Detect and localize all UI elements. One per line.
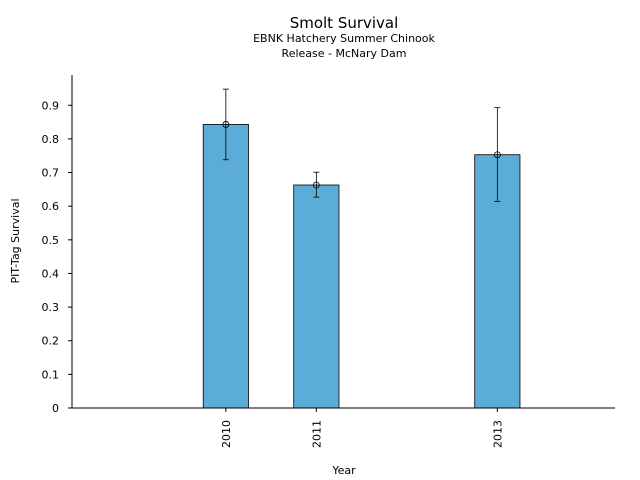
point-marker-2013 (493, 151, 501, 159)
point-marker-2010 (222, 121, 230, 128)
y-tick-label: 0.7 (42, 167, 60, 180)
x-tick-label: 2011 (310, 420, 323, 448)
bar-2011 (293, 184, 340, 409)
y-tick-label: 0.9 (42, 99, 60, 112)
x-tick-label: 2010 (220, 420, 233, 448)
y-tick-label: 0.6 (42, 200, 60, 213)
error-bars-layer (222, 88, 501, 202)
y-tick-label: 0 (52, 402, 59, 415)
y-ticks: 0 0.1 0.2 0.3 0.4 0.5 0.6 0.7 0.8 0.9 (42, 99, 72, 415)
y-tick-label: 0.3 (42, 301, 60, 314)
y-tick-label: 0.8 (42, 133, 60, 146)
chart-subtitle-line-2: Release - McNary Dam (282, 47, 407, 60)
y-tick-label: 0.4 (42, 267, 60, 280)
bar-2010 (202, 124, 249, 409)
y-tick-label: 0.5 (42, 234, 60, 247)
x-tick-label: 2013 (491, 420, 504, 448)
y-tick-label: 0.1 (42, 368, 60, 381)
x-axis-label: Year (331, 464, 356, 477)
chart-subtitle-line-1: EBNK Hatchery Summer Chinook (253, 32, 435, 45)
bars-layer (202, 124, 521, 409)
chart-title: Smolt Survival (290, 14, 399, 32)
point-marker-2011 (312, 181, 320, 189)
x-ticks: 2010 2011 2013 (220, 408, 504, 448)
y-axis-label: PIT-Tag Survival (9, 198, 22, 283)
y-tick-label: 0.2 (42, 335, 60, 348)
